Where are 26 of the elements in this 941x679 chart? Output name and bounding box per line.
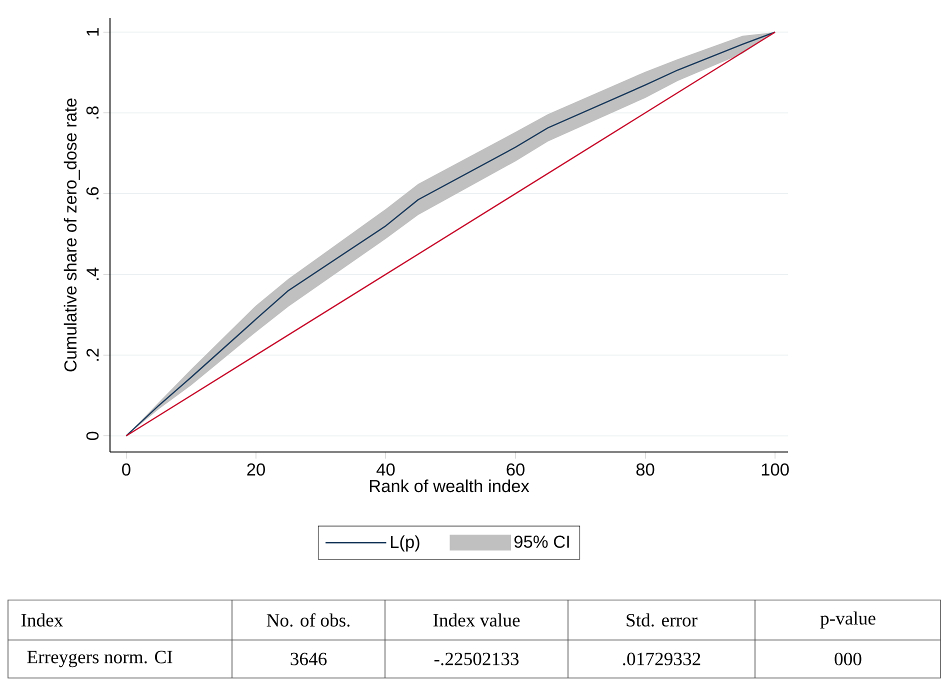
text: -.22502133 (434, 652, 519, 666)
y-tick-label: .4 (86, 268, 99, 280)
text: Erreygers norm. CI (27, 650, 172, 668)
y-tick-label: .2 (86, 348, 99, 361)
legend-label: L(p) (390, 535, 420, 552)
x-tick-label: 20 (247, 463, 265, 476)
text: No. of obs. (266, 613, 350, 627)
text: 3646 (290, 652, 327, 666)
text: Index value (433, 613, 520, 627)
text: 95% CI (514, 536, 569, 548)
text: 000 (834, 652, 862, 666)
x-tick-label: 40 (376, 463, 395, 476)
text: Index (21, 613, 64, 627)
y-tick-label: .8 (86, 106, 99, 119)
text: p-value (820, 612, 876, 628)
y-tick-label: 1 (86, 28, 99, 36)
x-tick-label: 60 (506, 463, 524, 476)
text: Std. error (626, 613, 698, 627)
y-tick-label: .6 (86, 187, 99, 200)
text: .01729332 (623, 652, 700, 666)
x-tick-label: 0 (122, 463, 130, 476)
y-tick-label: 0 (86, 432, 99, 440)
x-tick-label: 100 (762, 463, 789, 476)
y-axis-title: Cumulative share of zero_dose rate (64, 98, 80, 372)
x-tick-label: 80 (636, 463, 654, 476)
x-axis-title: Rank of wealth index (370, 479, 530, 492)
